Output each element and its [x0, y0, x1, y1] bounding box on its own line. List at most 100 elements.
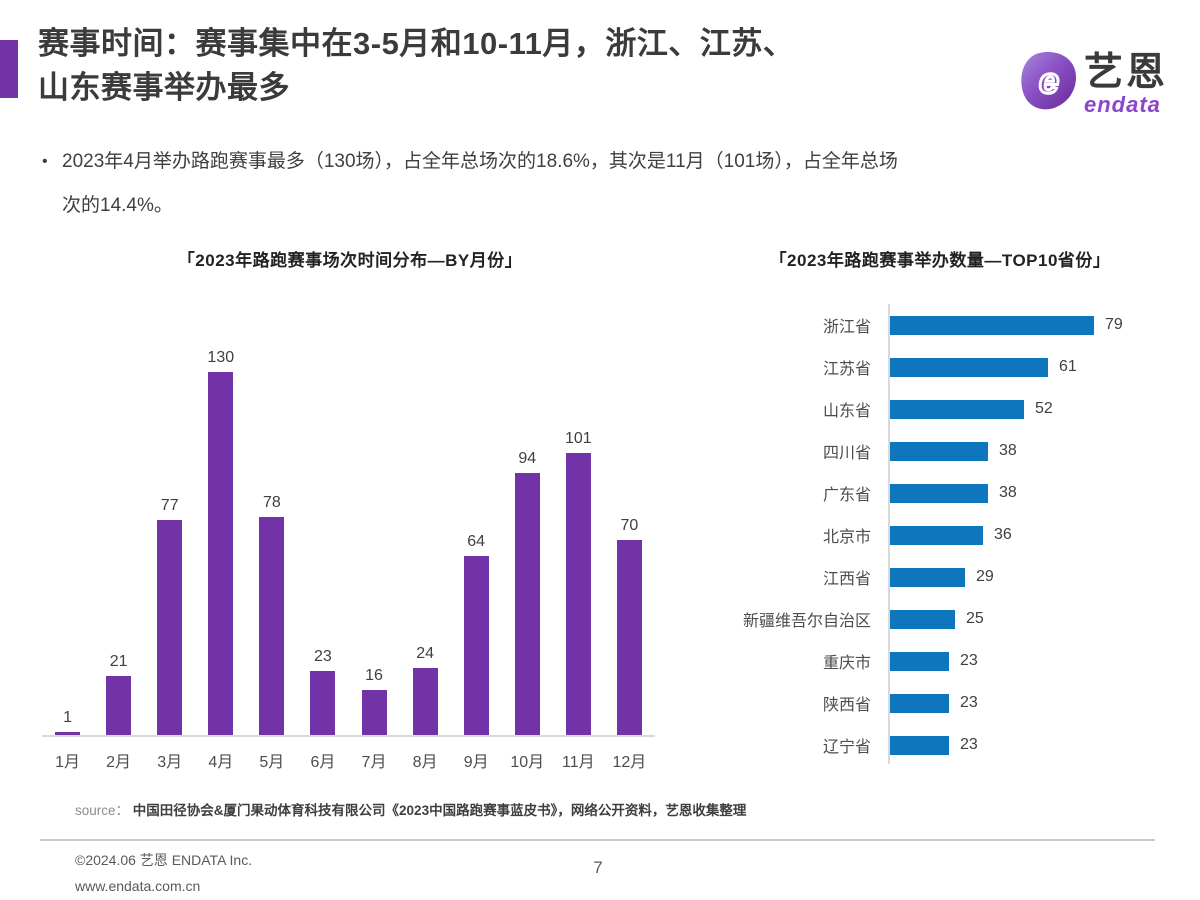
- province-row: 江西省 29: [700, 556, 1170, 598]
- province-label: 北京市: [822, 529, 871, 546]
- month-chart-axis-labels: 1月 2月 3月 4月 5月 6月 7月 8月 9月 10月 11月 12月: [42, 737, 655, 772]
- bar-value-label: 1: [63, 709, 72, 726]
- province-bar-chart: 浙江省 79 江苏省 61 山东省 52 四川省 38 广东省 38 北京市 36 江西省 29 新疆维吾尔…: [700, 304, 1170, 766]
- page-title: 赛事时间：赛事集中在3-5月和10-11月，浙江、江苏、 山东赛事举办最多: [38, 22, 1023, 110]
- month-axis-label: 11月: [562, 754, 595, 771]
- month-bar-column: 78: [246, 494, 297, 735]
- province-value-label: 52: [1035, 400, 1053, 417]
- province-bar: [890, 315, 1094, 335]
- bullet-line2: 次的14.4%。: [62, 195, 173, 216]
- month-bar: [361, 690, 387, 735]
- month-bar: [208, 372, 234, 735]
- month-bar-column: 16: [348, 667, 399, 735]
- province-row: 山东省 52: [700, 388, 1170, 430]
- province-row: 陕西省 23: [700, 682, 1170, 724]
- endata-logo: e 艺恩 endata: [1018, 50, 1168, 116]
- month-bar-column: 101: [553, 430, 604, 735]
- province-value-label: 36: [994, 526, 1012, 543]
- footer-copyright: ©2024.06 艺恩 ENDATA Inc.: [75, 852, 253, 868]
- province-label: 江西省: [822, 571, 871, 588]
- month-axis-label: 4月: [208, 754, 234, 771]
- logo-wordmark: 艺恩 endata: [1084, 50, 1168, 116]
- month-axis-label: 10月: [510, 754, 545, 771]
- bar-value-label: 78: [262, 494, 281, 511]
- province-label: 辽宁省: [822, 739, 871, 756]
- province-bar: [890, 525, 983, 545]
- bullet-marker: •: [42, 153, 48, 170]
- logo-brand-en: endata: [1084, 92, 1161, 117]
- summary-bullet: • 2023年4月举办路跑赛事最多（130场），占全年总场次的18.6%，其次是…: [42, 140, 1142, 228]
- month-bar: [565, 453, 591, 735]
- province-label: 四川省: [822, 445, 871, 462]
- province-bar: [890, 609, 955, 629]
- month-bar-column: 24: [400, 645, 451, 735]
- province-label: 浙江省: [822, 319, 871, 336]
- month-bar: [514, 473, 540, 735]
- bar-value-label: 21: [109, 653, 128, 670]
- month-bar: [157, 520, 183, 735]
- month-bar-column: 21: [93, 653, 144, 735]
- province-chart-title: 「2023年路跑赛事举办数量—TOP10省份」: [769, 251, 1111, 270]
- month-axis-label: 6月: [310, 754, 336, 771]
- month-bar-column: 94: [502, 450, 553, 735]
- page-title-line1: 赛事时间：赛事集中在3-5月和10-11月，浙江、江苏、: [38, 26, 795, 61]
- province-value-label: 79: [1105, 316, 1123, 333]
- month-axis-label: 5月: [259, 754, 285, 771]
- month-bar: [106, 676, 132, 735]
- province-bar: [890, 399, 1024, 419]
- province-row: 浙江省 79: [700, 304, 1170, 346]
- month-bar-column: 70: [604, 517, 655, 735]
- bar-value-label: 130: [207, 349, 235, 366]
- month-axis-label: 9月: [463, 754, 489, 771]
- source-line: source： 中国田径协会&厦门果动体育科技有限公司《2023中国路跑赛事蓝皮…: [75, 799, 746, 819]
- source-text: 中国田径协会&厦门果动体育科技有限公司《2023中国路跑赛事蓝皮书》，网络公开资…: [132, 803, 747, 818]
- month-axis-label: 2月: [106, 754, 132, 771]
- bar-value-label: 94: [518, 450, 537, 467]
- province-row: 北京市 36: [700, 514, 1170, 556]
- month-bar: [55, 732, 81, 735]
- province-label: 陕西省: [822, 697, 871, 714]
- source-label: source：: [75, 803, 130, 818]
- month-bar-column: 1: [42, 709, 93, 735]
- month-axis-label: 8月: [412, 754, 438, 771]
- month-bar: [310, 671, 336, 735]
- province-chart-axis-line: [888, 304, 890, 764]
- province-bar: [890, 651, 949, 671]
- province-label: 山东省: [822, 403, 871, 420]
- month-bar: [463, 556, 489, 735]
- month-axis-label: 12月: [612, 754, 647, 771]
- month-chart-plot-area: 1 21 77 130 78 23 16 24 64 94 101 70: [42, 342, 655, 737]
- province-row: 新疆维吾尔自治区 25: [700, 598, 1170, 640]
- province-label: 重庆市: [822, 655, 871, 672]
- province-value-label: 25: [966, 610, 984, 627]
- province-bar: [890, 567, 965, 587]
- title-accent-bar: [0, 40, 18, 98]
- province-value-label: 38: [999, 484, 1017, 501]
- province-value-label: 61: [1059, 358, 1077, 375]
- logo-brand-cn: 艺恩: [1084, 51, 1169, 94]
- page-title-line2: 山东赛事举办最多: [38, 70, 290, 105]
- province-label: 广东省: [822, 487, 871, 504]
- province-bar: [890, 441, 988, 461]
- bar-value-label: 101: [564, 430, 592, 447]
- province-value-label: 29: [976, 568, 994, 585]
- province-row: 四川省 38: [700, 430, 1170, 472]
- month-bar: [412, 668, 438, 735]
- bar-value-label: 24: [416, 645, 434, 662]
- province-row: 辽宁省 23: [700, 724, 1170, 766]
- province-value-label: 23: [960, 652, 978, 669]
- bullet-line1: 2023年4月举办路跑赛事最多（130场），占全年总场次的18.6%，其次是11…: [62, 151, 898, 172]
- footer-website: www.endata.com.cn: [75, 878, 201, 894]
- month-axis-label: 3月: [157, 754, 183, 771]
- province-bar: [890, 357, 1048, 377]
- month-bar-column: 23: [297, 648, 348, 735]
- province-row: 江苏省 61: [700, 346, 1170, 388]
- month-axis-label: 7月: [361, 754, 387, 771]
- bullet-text: 2023年4月举办路跑赛事最多（130场），占全年总场次的18.6%，其次是11…: [62, 140, 1142, 228]
- province-value-label: 38: [999, 442, 1017, 459]
- month-bar-column: 77: [144, 497, 195, 735]
- endata-logo-icon: e: [1021, 52, 1076, 110]
- month-bar-chart: 1 21 77 130 78 23 16 24 64 94 101 70 1月 2月 3月 4月 5月 6月 7月…: [42, 342, 655, 772]
- month-axis-label: 1月: [55, 754, 80, 771]
- province-bar: [890, 483, 988, 503]
